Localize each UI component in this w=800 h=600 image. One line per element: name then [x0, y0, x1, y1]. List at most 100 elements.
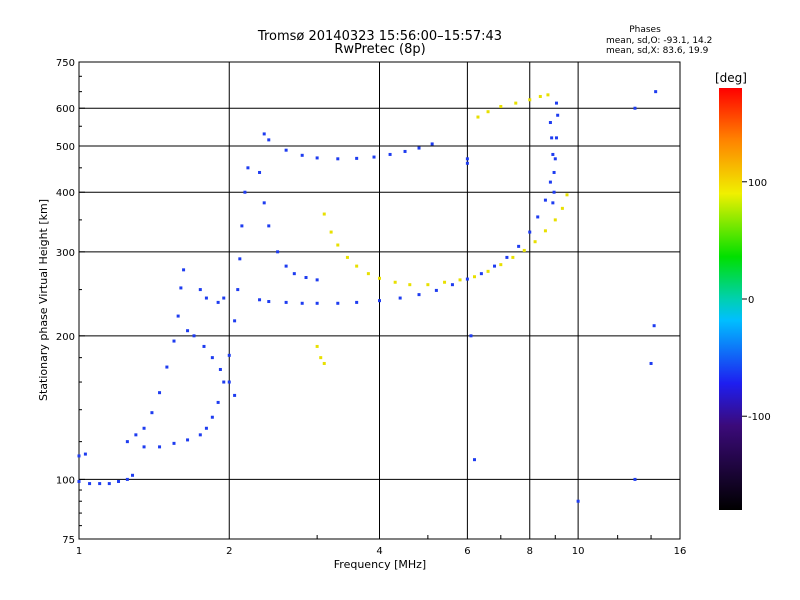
data-point-O [227, 353, 231, 357]
y-tick-label: 300 [56, 248, 75, 259]
data-point-O [262, 201, 266, 205]
data-point-O [192, 334, 196, 338]
data-point-O [240, 224, 244, 228]
colorbar-tick-label: -100 [748, 412, 771, 423]
data-point-O [548, 121, 552, 125]
legend-title: Phases [629, 25, 661, 35]
data-point-O [186, 438, 190, 442]
legend-line-o: mean, sd,O: -93.1, 14.2 [606, 36, 712, 46]
y-tick-label: 400 [56, 188, 75, 199]
data-point-O [398, 296, 402, 300]
data-point-X [319, 356, 323, 360]
data-point-O [198, 433, 202, 437]
data-point-O [292, 272, 296, 276]
data-point-O [430, 142, 434, 146]
data-point-O [204, 296, 208, 300]
data-point-O [652, 324, 656, 328]
colorbar-tick-label: 0 [748, 295, 754, 306]
data-point-X [553, 218, 557, 222]
x-tick-label: 8 [527, 546, 533, 557]
data-point-O [172, 339, 176, 343]
data-point-O [107, 482, 111, 486]
data-point-O [267, 224, 271, 228]
data-point-X [408, 283, 412, 287]
data-point-O [355, 156, 359, 160]
data-point-O [450, 283, 454, 287]
x-tick-label: 16 [674, 546, 687, 557]
data-point-O [77, 479, 81, 483]
data-point-O [528, 230, 532, 234]
data-point-O [284, 148, 288, 152]
data-point-O [238, 257, 242, 261]
data-point-O [372, 155, 376, 159]
colorbar-tick-label: 100 [748, 178, 767, 189]
x-tick-label: 4 [376, 546, 382, 557]
data-point-O [216, 300, 220, 304]
data-point-X [514, 101, 518, 105]
data-point-O [403, 149, 407, 153]
data-point-O [472, 458, 476, 462]
data-point-O [493, 264, 497, 268]
data-point-O [158, 445, 162, 449]
data-point-O [576, 499, 580, 503]
colorbar-ticks: 100 0 -100 [742, 178, 771, 423]
data-point-X [345, 255, 349, 259]
data-point-O [77, 454, 81, 458]
x-axis-label: Frequency [MHz] [334, 558, 426, 571]
data-point-O [505, 255, 509, 259]
data-point-X [378, 276, 381, 280]
data-point-O [556, 113, 560, 117]
data-point-X [426, 283, 430, 287]
data-point-O [465, 277, 469, 281]
data-point-O [218, 367, 222, 371]
data-point-O [633, 477, 637, 481]
y-axis-label: Stationary phase Virtual Height [km] [37, 199, 50, 401]
data-point-O [165, 365, 169, 369]
data-point-O [517, 244, 521, 248]
y-tick-label: 500 [56, 142, 75, 153]
y-tick-label: 100 [56, 475, 75, 486]
data-point-O [552, 170, 556, 174]
data-point-O [158, 391, 162, 395]
data-point-X [329, 230, 333, 234]
data-point-O [536, 215, 540, 219]
data-point-X [366, 272, 370, 276]
data-point-X [476, 115, 480, 119]
data-point-X [336, 243, 340, 247]
data-point-O [315, 278, 319, 282]
data-point-O [417, 293, 421, 297]
data-point-O [186, 329, 190, 333]
data-point-O [554, 136, 558, 140]
data-point-X [472, 275, 476, 279]
axis-ticks: 1 2 4 6 8 10 16 75 100 200 300 400 500 600 750 [56, 58, 686, 557]
data-point-O [243, 190, 247, 194]
data-point-O [204, 426, 208, 430]
data-point-O [83, 452, 87, 456]
data-point-O [134, 433, 138, 437]
data-point-O [434, 288, 438, 292]
data-point-O [543, 198, 547, 202]
plot-frame [78, 61, 681, 540]
data-point-O [315, 301, 319, 305]
colorbar-label: [deg] [715, 71, 747, 85]
data-point-O [210, 415, 214, 419]
data-point-X [499, 263, 503, 267]
data-point-O [198, 288, 202, 292]
data-point-O [216, 400, 220, 404]
y-tick-label: 600 [56, 104, 75, 115]
data-point-O [258, 170, 262, 174]
x-tick-label: 1 [76, 546, 82, 557]
data-point-O [98, 482, 102, 486]
data-point-X [393, 280, 397, 284]
data-point-O [267, 138, 271, 142]
data-point-O [182, 268, 186, 272]
data-point-X [443, 280, 447, 284]
data-point-O [469, 334, 473, 338]
legend-line-x: mean, sd,X: 83.6, 19.9 [606, 46, 709, 56]
data-point-O [131, 473, 135, 477]
data-point-O [355, 300, 359, 304]
data-point-X [322, 212, 326, 216]
data-point-O [258, 298, 262, 302]
data-point-O [222, 296, 226, 300]
